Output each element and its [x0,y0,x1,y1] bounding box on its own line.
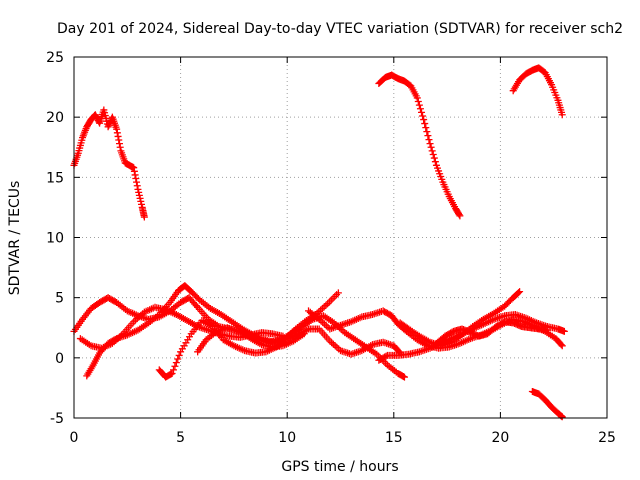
data-point [557,341,565,349]
data-point [114,132,122,140]
data-point [104,123,112,131]
y-tick-label: 15 [46,170,64,186]
data-point [328,339,336,347]
data-point [136,194,144,202]
data-point [416,105,424,113]
x-tick-label: 20 [491,430,509,446]
data-point [426,140,434,148]
data-point [331,342,339,350]
plot-frame [73,56,608,419]
x-axis-label: GPS time / hours [281,459,398,475]
y-tick-label: 10 [46,231,64,247]
data-point [429,150,437,158]
data-point [116,143,124,151]
y-tick-label: 5 [55,291,64,307]
data-point [560,327,568,335]
data-point [423,128,431,136]
data-point [105,121,113,129]
data-point [558,111,566,119]
data-point [175,351,183,359]
data-point [320,303,328,311]
data-point [334,289,342,297]
data-point [115,140,123,148]
data-point [427,143,435,151]
data-point [135,188,143,196]
data-point [138,200,146,208]
data-point [192,302,200,310]
data-point [415,101,423,109]
ticks-layer: 0 5 10 15 20 25 -5 0 5 10 15 20 25 [46,50,616,446]
data-point [113,125,121,133]
data-point [420,116,428,124]
data-point [424,132,432,140]
data-point [430,154,438,162]
data-point [422,124,430,132]
data-point [134,185,142,193]
data-point [131,171,139,179]
data-point [558,342,566,350]
data-points [70,64,568,421]
data-point [318,304,326,312]
data-point [333,343,341,351]
x-tick-label: 25 [598,430,616,446]
data-point [558,413,566,421]
y-axis-label: SDTVAR / TECUs [7,181,23,296]
data-point [130,167,138,175]
data-point [455,211,463,219]
data-point [418,108,426,116]
grid-layer [74,57,607,418]
data-point [172,359,180,367]
x-tick-label: 5 [176,430,185,446]
data-point [171,362,179,370]
data-point [413,94,421,102]
data-point [516,288,524,296]
data-point [428,147,436,155]
data-point [113,129,121,137]
data-point [543,326,551,334]
data-point [133,178,141,186]
data-point [137,197,145,205]
data-point [321,320,329,328]
data-point [174,355,182,363]
x-tick-label: 0 [70,430,79,446]
y-tick-label: 25 [46,50,64,66]
data-point [322,301,330,309]
data-point [419,112,427,120]
data-point [130,164,138,172]
data-point [168,369,176,377]
y-tick-label: -5 [50,411,64,427]
data-point [431,158,439,166]
data-point [425,136,433,144]
data-point [115,136,123,144]
data-point [132,175,140,183]
data-point [169,366,177,374]
x-tick-label: 10 [278,430,296,446]
data-point [421,120,429,128]
data-point [329,340,337,348]
y-tick-label: 0 [55,351,64,367]
data-point [140,213,148,221]
data-point [515,289,523,297]
data-point [456,212,464,220]
data-point [135,191,143,199]
x-tick-label: 15 [385,430,403,446]
chart-title: Day 201 of 2024, Sidereal Day-to-day VTE… [57,21,623,37]
data-point [382,352,390,360]
data-point [133,182,141,190]
data-point [414,98,422,106]
y-tick-label: 20 [46,110,64,126]
data-point [400,373,408,381]
